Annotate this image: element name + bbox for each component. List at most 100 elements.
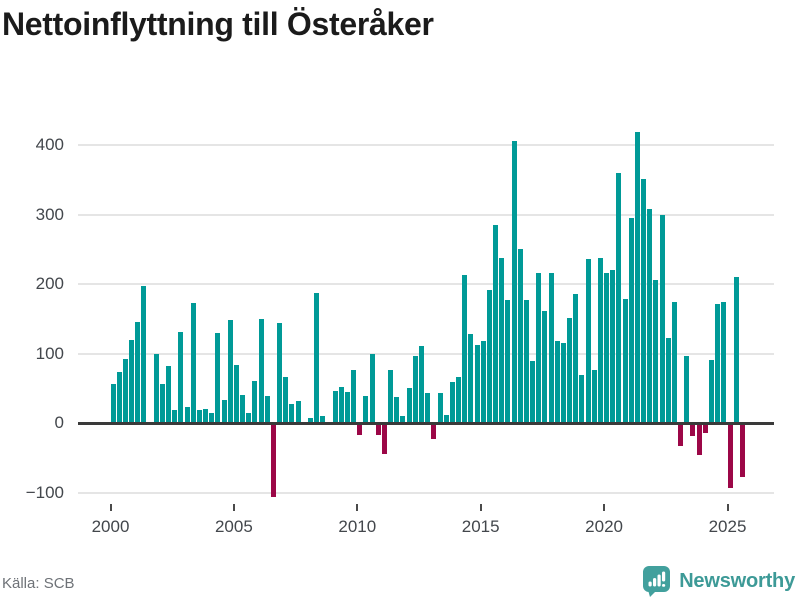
bar bbox=[203, 408, 209, 424]
bar bbox=[314, 293, 320, 424]
bar bbox=[499, 257, 505, 424]
bar bbox=[159, 383, 165, 424]
bar bbox=[443, 414, 449, 424]
x-axis-tick bbox=[726, 504, 729, 511]
bar bbox=[641, 178, 647, 424]
gridline-300 bbox=[78, 213, 774, 216]
bar bbox=[369, 353, 375, 424]
bar bbox=[400, 415, 406, 424]
bar bbox=[474, 345, 480, 424]
bar bbox=[307, 417, 313, 424]
bar bbox=[246, 413, 252, 424]
bar bbox=[684, 355, 690, 424]
bar bbox=[233, 364, 239, 424]
bar bbox=[456, 376, 462, 424]
bar bbox=[277, 323, 283, 424]
bar bbox=[289, 403, 295, 424]
x-axis-tick bbox=[109, 504, 112, 511]
bar bbox=[628, 217, 634, 424]
bar bbox=[338, 387, 344, 424]
bar bbox=[221, 399, 227, 424]
x-axis-line bbox=[78, 421, 774, 425]
bar bbox=[733, 276, 739, 424]
newsworthy-wordmark: Newsworthy bbox=[679, 569, 795, 592]
bar bbox=[727, 424, 733, 488]
bar bbox=[196, 410, 202, 424]
bar bbox=[375, 424, 381, 436]
bar bbox=[468, 334, 474, 424]
bar bbox=[480, 341, 486, 424]
bar bbox=[258, 319, 264, 424]
gridline-100 bbox=[78, 352, 774, 355]
y-axis-tick-label: 100 bbox=[35, 343, 64, 363]
bar bbox=[579, 374, 585, 424]
bar bbox=[678, 424, 684, 447]
x-axis-tick bbox=[479, 504, 482, 511]
bar bbox=[708, 360, 714, 424]
y-axis-tick-label: −100 bbox=[25, 482, 64, 502]
bar bbox=[406, 387, 412, 424]
bar bbox=[116, 371, 122, 424]
bar bbox=[332, 390, 338, 424]
bar bbox=[622, 298, 628, 424]
bar bbox=[523, 299, 529, 424]
bar bbox=[240, 394, 246, 424]
bar bbox=[178, 331, 184, 424]
chart-title: Nettoinflyttning till Österåker bbox=[2, 6, 434, 42]
bar bbox=[536, 272, 542, 424]
bar bbox=[647, 209, 653, 424]
bar bbox=[437, 393, 443, 424]
newsworthy-logo[interactable]: Newsworthy bbox=[642, 564, 795, 598]
x-axis-tick-label: 2015 bbox=[461, 517, 500, 536]
bar bbox=[190, 303, 196, 424]
bar bbox=[560, 342, 566, 424]
bar bbox=[567, 318, 573, 424]
bar bbox=[671, 302, 677, 424]
y-axis-tick-label: 0 bbox=[54, 413, 64, 433]
bar bbox=[344, 391, 350, 424]
bar-chart-badge-icon bbox=[643, 566, 671, 597]
bar bbox=[517, 248, 523, 424]
bar bbox=[283, 377, 289, 424]
bar bbox=[388, 369, 394, 424]
bar bbox=[548, 272, 554, 424]
bar bbox=[486, 289, 492, 424]
x-axis-tick-label: 2005 bbox=[214, 517, 253, 536]
y-axis-tick-label: 300 bbox=[35, 204, 64, 224]
bar bbox=[554, 341, 560, 424]
bar bbox=[690, 424, 696, 436]
gridline-400 bbox=[78, 144, 774, 147]
bar bbox=[381, 424, 387, 454]
bar bbox=[166, 366, 172, 424]
bar bbox=[653, 280, 659, 424]
gridline-200 bbox=[78, 283, 774, 286]
bar bbox=[462, 274, 468, 424]
bar bbox=[153, 353, 159, 424]
x-axis-tick bbox=[356, 504, 359, 511]
bar bbox=[665, 338, 671, 424]
bar bbox=[604, 272, 610, 424]
bar bbox=[721, 302, 727, 424]
bar bbox=[696, 424, 702, 456]
bar bbox=[739, 424, 745, 478]
y-axis-tick-label: 200 bbox=[35, 274, 64, 294]
gridline--100 bbox=[78, 491, 774, 494]
bar bbox=[227, 319, 233, 424]
bar bbox=[270, 424, 276, 497]
bar bbox=[295, 400, 301, 424]
x-axis-tick bbox=[603, 504, 606, 511]
bar bbox=[511, 141, 517, 424]
bar bbox=[412, 355, 418, 424]
bar bbox=[129, 339, 134, 424]
bar bbox=[493, 224, 499, 424]
bar bbox=[172, 410, 178, 424]
bar bbox=[591, 369, 597, 424]
bar bbox=[357, 424, 363, 436]
bar bbox=[431, 424, 437, 440]
bar bbox=[135, 321, 141, 424]
bar bbox=[363, 396, 369, 424]
bar bbox=[585, 258, 591, 424]
x-axis-tick-label: 2020 bbox=[585, 517, 623, 536]
bar bbox=[122, 359, 128, 424]
